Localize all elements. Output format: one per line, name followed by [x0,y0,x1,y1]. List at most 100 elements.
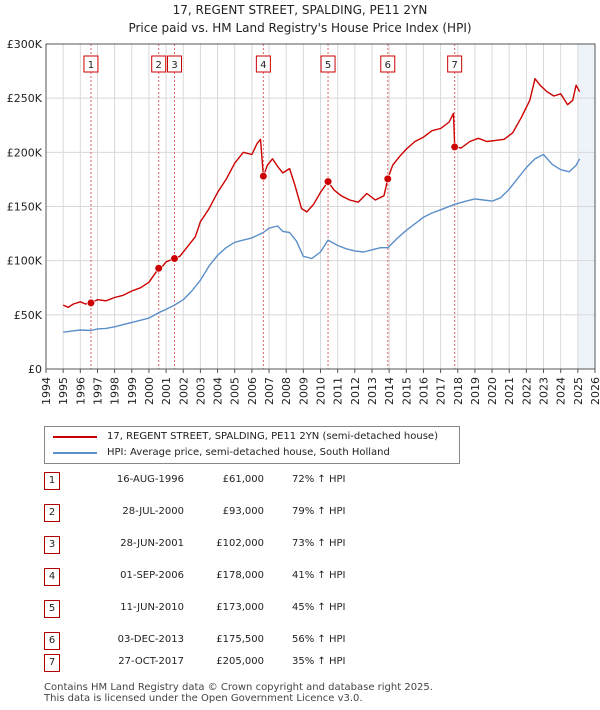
x-tick-label: 1999 [126,377,139,405]
x-tick-label: 2018 [452,377,465,405]
property-price-line [62,78,581,308]
sale-point [323,177,333,186]
transaction-date: 11-JUN-2010 [120,602,184,613]
x-tick-label: 2012 [349,377,362,405]
x-tick-label: 1996 [74,377,87,405]
x-tick-label: 2006 [246,377,259,405]
x-tick-label: 2015 [400,377,413,405]
transaction-date: 01-SEP-2006 [120,570,184,581]
footer-line-copyright: Contains HM Land Registry data © Crown c… [44,682,433,693]
transaction-date: 28-JUL-2000 [122,506,184,517]
x-tick-label: 2013 [366,377,379,405]
plot-frame [45,43,596,370]
sale-label: 3 [171,60,177,71]
x-tick-label: 2021 [503,377,516,405]
legend-swatch-hpi [53,452,97,454]
transaction-number-badge: 5 [44,600,60,618]
transaction-price: £178,000 [216,570,264,581]
legend-label-hpi: HPI: Average price, semi-detached house,… [107,447,390,458]
x-tick-label: 2020 [486,377,499,405]
transaction-date: 03-DEC-2013 [117,634,184,645]
x-tick-label: 2000 [143,377,156,405]
legend-swatch-property [53,436,97,438]
hpi-line [63,153,581,333]
transaction-price: £102,000 [216,538,264,549]
x-tick-label: 2014 [383,377,396,405]
x-tick-label: 1994 [40,377,53,405]
transaction-row: 4 01-SEP-2006 £178,000 41% ↑ HPI [44,568,424,588]
x-tick-label: 2001 [160,377,173,405]
transaction-hpi-change: 56% ↑ HPI [292,634,346,645]
sale-label: 4 [260,60,266,71]
x-tick-label: 2003 [194,377,207,405]
sale-label-box [167,55,183,73]
y-tick-label: £150K [7,201,43,214]
sale-label-box [320,55,336,73]
x-tick-label: 1998 [109,377,122,405]
y-tick-label: £100K [7,255,43,268]
transaction-date: 27-OCT-2017 [118,656,184,667]
transaction-row: 1 16-AUG-1996 £61,000 72% ↑ HPI [44,472,424,492]
x-tick-label: 2009 [297,377,310,405]
transaction-number-badge: 6 [44,632,60,650]
x-tick-label: 2023 [538,377,551,405]
transaction-hpi-change: 45% ↑ HPI [292,602,346,613]
y-tick-label: £250K [7,92,43,105]
sale-label-box [380,55,396,73]
transaction-row: 2 28-JUL-2000 £93,000 79% ↑ HPI [44,504,424,524]
x-tick-label: 2022 [520,377,533,405]
sale-label: 2 [156,60,162,71]
x-tick-label: 2011 [332,377,345,405]
transaction-row: 3 28-JUN-2001 £102,000 73% ↑ HPI [44,536,424,556]
sale-label-box [447,55,463,73]
transaction-row: 5 11-JUN-2010 £173,000 45% ↑ HPI [44,600,424,620]
sale-point [154,264,163,273]
transaction-number-badge: 4 [44,568,60,586]
chart-legend: 17, REGENT STREET, SPALDING, PE11 2YN (s… [44,426,460,464]
chart-title: 17, REGENT STREET, SPALDING, PE11 2YN [173,3,428,17]
x-tick-label: 2005 [229,377,242,405]
x-tick-label: 2016 [417,377,430,405]
x-tick-label: 2004 [212,377,225,405]
transaction-date: 16-AUG-1996 [116,474,184,485]
x-tick-label: 1997 [91,377,104,405]
sale-label-box [83,55,99,73]
transaction-date: 28-JUN-2001 [120,538,184,549]
y-tick-label: £50K [14,309,43,322]
sale-label: 1 [88,60,94,71]
transaction-number-badge: 1 [44,472,60,490]
transaction-row: 6 03-DEC-2013 £175,500 56% ↑ HPI [44,632,424,652]
sale-point [450,142,459,152]
x-tick-label: 2026 [589,377,600,405]
sale-point [259,172,268,181]
transaction-price: £173,000 [216,602,264,613]
x-tick-label: 1995 [57,377,70,405]
transaction-number-badge: 2 [44,504,60,522]
transaction-price: £61,000 [222,474,264,485]
transaction-number-badge: 3 [44,536,60,554]
sale-point [170,254,179,263]
sale-label: 6 [385,60,391,71]
sale-label-box [255,55,271,73]
transaction-price: £175,500 [216,634,264,645]
x-tick-label: 2017 [435,377,448,405]
footer-attribution: Contains HM Land Registry data © Crown c… [44,682,433,704]
legend-label-property: 17, REGENT STREET, SPALDING, PE11 2YN (s… [107,431,438,442]
footer-line-licence: This data is licensed under the Open Gov… [44,693,363,704]
transaction-hpi-change: 79% ↑ HPI [292,506,346,517]
y-tick-label: £300K [7,38,43,51]
sale-point [86,298,96,308]
transaction-hpi-change: 35% ↑ HPI [292,656,346,667]
transaction-hpi-change: 72% ↑ HPI [292,474,346,485]
transaction-row: 7 27-OCT-2017 £205,000 35% ↑ HPI [44,654,424,674]
y-tick-label: £200K [7,146,43,159]
chart-subtitle: Price paid vs. HM Land Registry's House … [128,21,471,35]
x-tick-label: 2002 [177,377,190,405]
sale-point [383,174,392,183]
transaction-price: £93,000 [222,506,264,517]
x-tick-label: 2019 [469,377,482,405]
x-tick-label: 2007 [263,377,276,405]
x-tick-label: 2010 [315,377,328,405]
x-tick-label: 2025 [572,377,585,405]
transaction-price: £205,000 [216,656,264,667]
